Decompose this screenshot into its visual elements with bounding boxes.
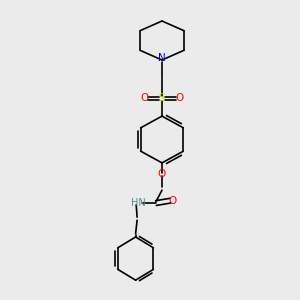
Text: O: O: [158, 169, 166, 179]
Text: N: N: [158, 53, 166, 64]
Text: O: O: [175, 93, 184, 103]
Text: O: O: [168, 196, 176, 206]
Text: O: O: [140, 93, 149, 103]
Text: S: S: [159, 93, 165, 103]
Text: HN: HN: [130, 198, 146, 208]
